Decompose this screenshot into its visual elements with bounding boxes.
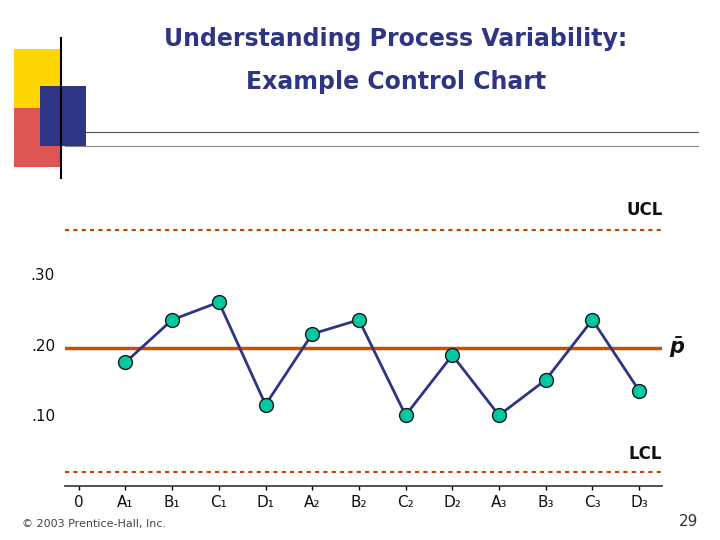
Text: © 2003 Prentice-Hall, Inc.: © 2003 Prentice-Hall, Inc. xyxy=(22,519,166,529)
Point xyxy=(354,315,365,324)
Point xyxy=(307,329,318,338)
Text: UCL: UCL xyxy=(626,201,662,219)
Text: Understanding Process Variability:: Understanding Process Variability: xyxy=(164,27,628,51)
Text: Example Control Chart: Example Control Chart xyxy=(246,70,546,94)
Point xyxy=(540,376,552,384)
Point xyxy=(634,386,645,395)
Text: 29: 29 xyxy=(679,514,698,529)
Text: LCL: LCL xyxy=(629,446,662,463)
Text: $\mathregular{\bar{p}}$: $\mathregular{\bar{p}}$ xyxy=(670,336,685,360)
Point xyxy=(260,400,271,409)
Point xyxy=(166,315,178,324)
Point xyxy=(446,351,458,360)
Point xyxy=(120,358,131,367)
Point xyxy=(493,411,505,420)
Point xyxy=(213,298,225,307)
Point xyxy=(400,411,411,420)
Point xyxy=(587,315,598,324)
